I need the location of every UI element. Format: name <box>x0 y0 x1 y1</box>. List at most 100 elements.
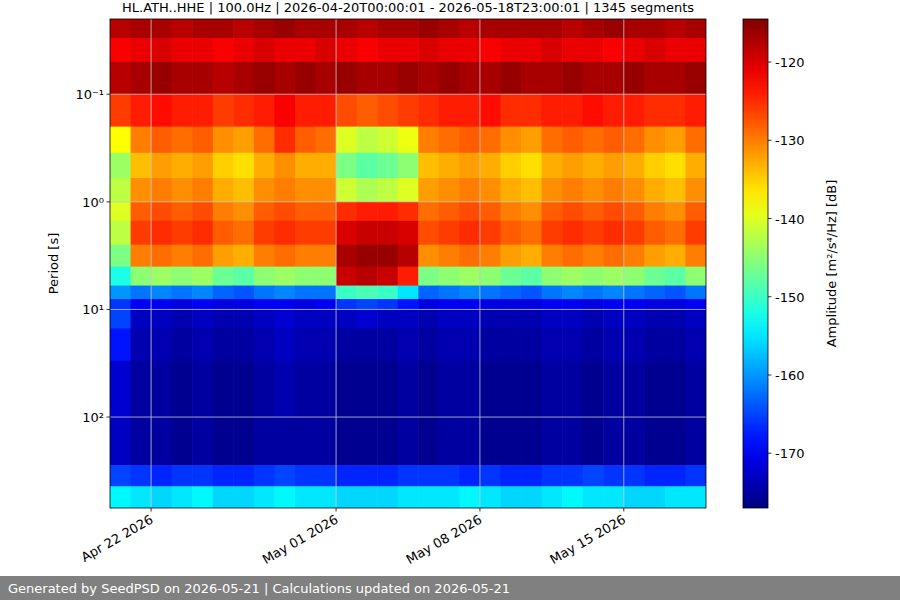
cell <box>192 486 213 508</box>
cell <box>213 153 234 179</box>
cell <box>685 361 706 418</box>
cell <box>644 486 665 508</box>
cell <box>521 465 542 487</box>
cell <box>521 417 542 466</box>
cell <box>295 328 316 361</box>
cell <box>151 299 172 310</box>
cell <box>316 286 337 300</box>
cell <box>562 127 583 154</box>
cell <box>213 465 234 487</box>
cell <box>644 286 665 300</box>
cell <box>274 245 295 268</box>
cell <box>213 202 234 222</box>
cell <box>500 299 521 310</box>
cell <box>562 245 583 268</box>
cell <box>336 19 357 39</box>
cell <box>151 94 172 127</box>
cell <box>562 178 583 202</box>
cell <box>624 245 645 268</box>
cell <box>583 361 604 418</box>
cell <box>418 245 439 268</box>
cell <box>233 62 254 95</box>
cell <box>583 267 604 287</box>
cell <box>336 153 357 179</box>
cell <box>357 19 378 39</box>
cell <box>254 465 275 487</box>
cell <box>500 94 521 127</box>
cell <box>172 465 193 487</box>
cell <box>459 62 480 95</box>
cell <box>665 309 686 329</box>
cell <box>172 309 193 329</box>
cell <box>192 94 213 127</box>
cell <box>644 178 665 202</box>
cell <box>665 94 686 127</box>
cell <box>274 19 295 39</box>
background <box>0 0 900 600</box>
cell <box>131 417 152 466</box>
cell <box>398 245 419 268</box>
cell <box>274 94 295 127</box>
cell <box>624 465 645 487</box>
cell <box>665 127 686 154</box>
cell <box>377 286 398 300</box>
cell <box>644 361 665 418</box>
tick <box>107 309 111 310</box>
cell <box>172 267 193 287</box>
cell <box>274 328 295 361</box>
tick-label: -150 <box>775 290 805 305</box>
cell <box>685 221 706 245</box>
cell <box>418 299 439 310</box>
cell <box>295 299 316 310</box>
cell <box>213 19 234 39</box>
cell <box>110 19 131 39</box>
cell <box>110 417 131 466</box>
cell <box>110 178 131 202</box>
footer-bar <box>0 576 900 600</box>
cell <box>213 328 234 361</box>
cell <box>439 267 460 287</box>
cell <box>213 178 234 202</box>
cell <box>192 178 213 202</box>
cell <box>583 153 604 179</box>
tick <box>768 140 772 141</box>
cell <box>603 62 624 95</box>
cell <box>398 153 419 179</box>
cell <box>274 153 295 179</box>
cell <box>131 178 152 202</box>
cell <box>110 94 131 127</box>
cell <box>480 299 501 310</box>
cell <box>398 361 419 418</box>
cell <box>603 178 624 202</box>
cell <box>357 267 378 287</box>
grid-line <box>110 309 706 310</box>
cell <box>172 19 193 39</box>
cell <box>521 19 542 39</box>
cell <box>295 127 316 154</box>
cell <box>459 328 480 361</box>
cell <box>336 38 357 62</box>
tick <box>768 62 772 63</box>
cell <box>172 486 193 508</box>
cell <box>131 486 152 508</box>
cell <box>583 38 604 62</box>
cell <box>439 178 460 202</box>
cell <box>624 127 645 154</box>
cell <box>500 62 521 95</box>
cell <box>439 245 460 268</box>
cell <box>110 309 131 329</box>
cell <box>583 178 604 202</box>
cell <box>254 202 275 222</box>
cell <box>274 299 295 310</box>
cell <box>377 38 398 62</box>
cell <box>131 465 152 487</box>
cell <box>603 417 624 466</box>
cell <box>439 94 460 127</box>
cell <box>377 62 398 95</box>
grid-line <box>110 201 706 202</box>
cell <box>644 62 665 95</box>
cell <box>644 19 665 39</box>
cell <box>192 417 213 466</box>
cell <box>418 62 439 95</box>
cell <box>213 361 234 418</box>
